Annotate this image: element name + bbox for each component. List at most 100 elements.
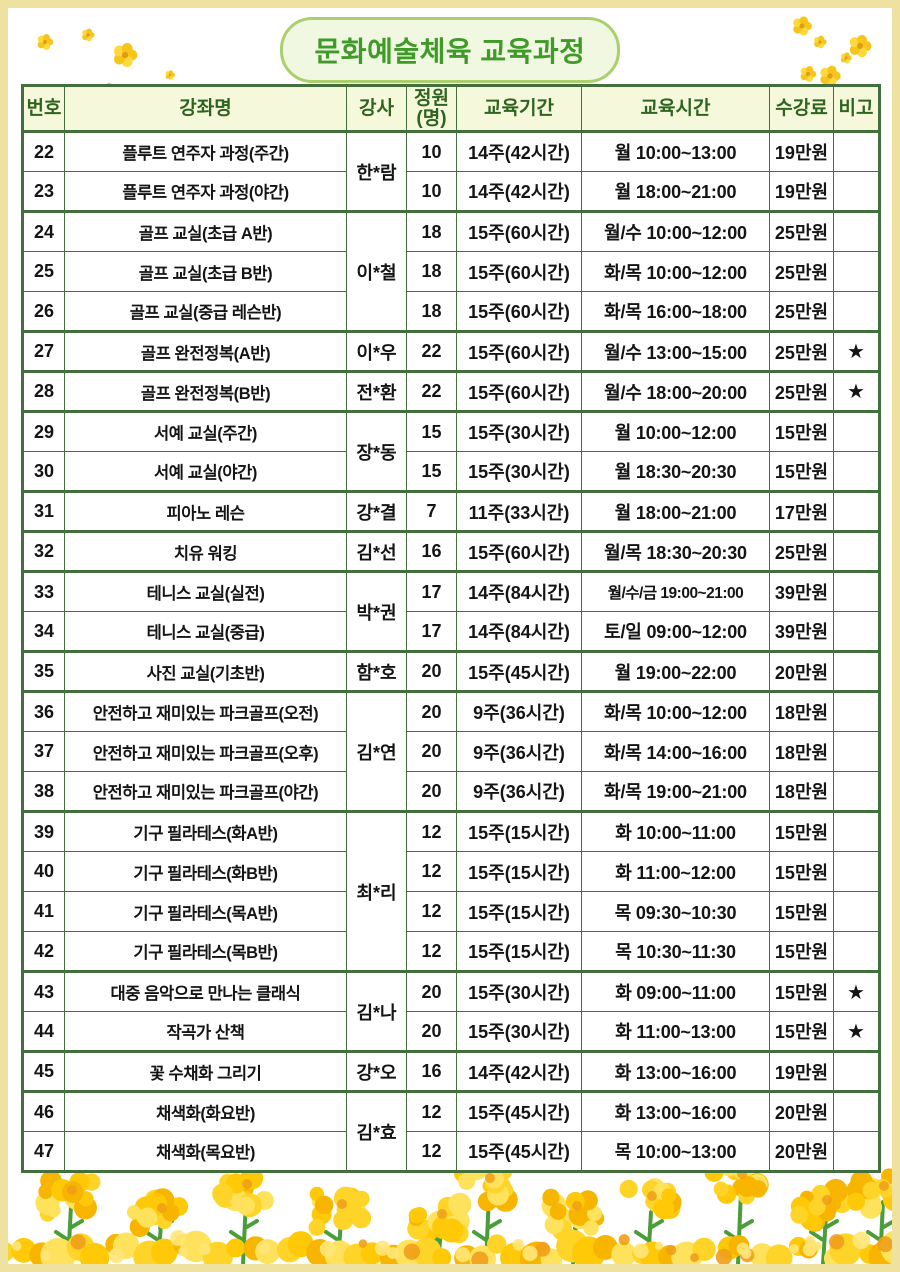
cell-course-name: 꽃 수채화 그리기 bbox=[64, 1050, 347, 1092]
cell-fee: 25만원 bbox=[769, 530, 834, 572]
cell-time: 월 18:00~21:00 bbox=[581, 171, 770, 212]
cell-capacity: 20 bbox=[406, 970, 457, 1012]
cell-instructor: 한*람 bbox=[346, 130, 407, 212]
cell-fee: 17만원 bbox=[769, 490, 834, 532]
table-row: 37 안전하고 재미있는 파크골프(오후) 20 9주(36시간) 화/목 14:00~… bbox=[22, 731, 880, 772]
cell-note-star bbox=[833, 891, 880, 932]
cell-number: 44 bbox=[22, 1011, 65, 1052]
cell-number: 37 bbox=[22, 731, 65, 772]
cell-fee: 25만원 bbox=[769, 251, 834, 292]
cell-note-star bbox=[833, 530, 880, 572]
cell-time: 월/수/금 19:00~21:00 bbox=[581, 570, 770, 612]
cell-period: 15주(60시간) bbox=[456, 291, 582, 332]
table-row: 28 골프 완전정복(B반) 전*환 22 15주(60시간) 월/수 18:00~20:… bbox=[22, 370, 880, 412]
cell-number: 23 bbox=[22, 171, 65, 212]
cell-instructor: 김*나 bbox=[346, 970, 407, 1052]
cell-course-name: 안전하고 재미있는 파크골프(야간) bbox=[64, 771, 347, 812]
cell-time: 화/목 10:00~12:00 bbox=[581, 251, 770, 292]
cell-period: 15주(30시간) bbox=[456, 1011, 582, 1052]
cell-fee: 15만원 bbox=[769, 851, 834, 892]
cell-course-name: 사진 교실(기초반) bbox=[64, 650, 347, 692]
cell-fee: 15만원 bbox=[769, 410, 834, 452]
table-row: 32 치유 워킹 김*선 16 15주(60시간) 월/목 18:30~20:30 25만원 bbox=[22, 530, 880, 572]
cell-period: 14주(84시간) bbox=[456, 570, 582, 612]
page-title: 문화예술체육 교육과정 bbox=[279, 17, 621, 83]
cell-period: 15주(45시간) bbox=[456, 1131, 582, 1172]
cell-instructor: 강*결 bbox=[346, 490, 407, 532]
table-row: 33 테니스 교실(실전) 박*권 17 14주(84시간) 월/수/금 19:00~21… bbox=[22, 570, 880, 652]
cell-instructor: 김*효 bbox=[346, 1090, 407, 1172]
cell-number: 47 bbox=[22, 1131, 65, 1172]
cell-period: 11주(33시간) bbox=[456, 490, 582, 532]
table-row: 24 골프 교실(초급 A반) 이*철 18 15주(60시간) 월/수 10:00~12… bbox=[22, 210, 880, 332]
cell-period: 15주(60시간) bbox=[456, 251, 582, 292]
table-row: 44 작곡가 산책 20 15주(30시간) 화 11:00~13:00 15만원 ★ bbox=[22, 1011, 880, 1052]
cell-capacity: 20 bbox=[406, 731, 457, 772]
col-header-period: 교육기간 bbox=[456, 85, 582, 133]
cell-fee: 20만원 bbox=[769, 650, 834, 692]
cell-fee: 39만원 bbox=[769, 570, 834, 612]
cell-fee: 15만원 bbox=[769, 1011, 834, 1052]
cell-instructor: 장*동 bbox=[346, 410, 407, 492]
table-row: 31 피아노 레슨 강*결 7 11주(33시간) 월 18:00~21:00 17만원 bbox=[22, 490, 880, 532]
cell-course-name: 골프 완전정복(A반) bbox=[64, 330, 347, 372]
cell-time: 화 13:00~16:00 bbox=[581, 1050, 770, 1092]
cell-number: 42 bbox=[22, 931, 65, 972]
cell-time: 월/수 18:00~20:00 bbox=[581, 370, 770, 412]
cell-fee: 18만원 bbox=[769, 771, 834, 812]
cell-capacity: 16 bbox=[406, 1050, 457, 1092]
cell-time: 월 18:00~21:00 bbox=[581, 490, 770, 532]
col-header-capacity: 정원 (명) bbox=[406, 85, 457, 133]
cell-time: 월 10:00~13:00 bbox=[581, 130, 770, 172]
canola-flower-field-icon bbox=[8, 1160, 892, 1264]
cell-course-name: 골프 교실(초급 A반) bbox=[64, 210, 347, 252]
cell-course-name: 기구 필라테스(목B반) bbox=[64, 931, 347, 972]
cell-number: 40 bbox=[22, 851, 65, 892]
col-header-time: 교육시간 bbox=[581, 85, 770, 133]
cell-note-star bbox=[833, 490, 880, 532]
col-header-course: 강좌명 bbox=[64, 85, 347, 133]
cell-time: 화/목 14:00~16:00 bbox=[581, 731, 770, 772]
cell-instructor: 이*철 bbox=[346, 210, 407, 332]
table-row: 35 사진 교실(기초반) 함*호 20 15주(45시간) 월 19:00~22:00 2… bbox=[22, 650, 880, 692]
cell-number: 26 bbox=[22, 291, 65, 332]
cell-fee: 25만원 bbox=[769, 210, 834, 252]
cell-number: 39 bbox=[22, 810, 65, 852]
course-table: 번호 강좌명 강사 정원 (명) 교육기간 교육시간 수강료 비고 22 플루트 … bbox=[21, 84, 881, 1173]
table-row: 41 기구 필라테스(목A반) 12 15주(15시간) 목 09:30~10:30 15… bbox=[22, 891, 880, 932]
cell-number: 32 bbox=[22, 530, 65, 572]
cell-note-star bbox=[833, 690, 880, 732]
cell-instructor: 김*선 bbox=[346, 530, 407, 572]
cell-number: 35 bbox=[22, 650, 65, 692]
cell-number: 28 bbox=[22, 370, 65, 412]
cell-time: 목 10:30~11:30 bbox=[581, 931, 770, 972]
cell-period: 15주(45시간) bbox=[456, 650, 582, 692]
table-row: 42 기구 필라테스(목B반) 12 15주(15시간) 목 10:30~11:30 15… bbox=[22, 931, 880, 972]
cell-course-name: 서예 교실(주간) bbox=[64, 410, 347, 452]
cell-period: 15주(15시간) bbox=[456, 931, 582, 972]
cell-course-name: 골프 교실(초급 B반) bbox=[64, 251, 347, 292]
cell-fee: 25만원 bbox=[769, 370, 834, 412]
col-header-fee: 수강료 bbox=[769, 85, 834, 133]
table-row: 23 플루트 연주자 과정(야간) 10 14주(42시간) 월 18:00~21:00… bbox=[22, 171, 880, 212]
cell-note-star bbox=[833, 731, 880, 772]
cell-time: 월/목 18:30~20:30 bbox=[581, 530, 770, 572]
col-header-note: 비고 bbox=[833, 85, 880, 133]
cell-time: 목 10:00~13:00 bbox=[581, 1131, 770, 1172]
col-header-instructor: 강사 bbox=[346, 85, 407, 133]
cell-time: 목 09:30~10:30 bbox=[581, 891, 770, 932]
cell-fee: 19만원 bbox=[769, 130, 834, 172]
cell-note-star: ★ bbox=[833, 330, 880, 372]
cell-course-name: 피아노 레슨 bbox=[64, 490, 347, 532]
cell-fee: 18만원 bbox=[769, 731, 834, 772]
cell-note-star bbox=[833, 771, 880, 812]
cell-time: 화 11:00~12:00 bbox=[581, 851, 770, 892]
cell-capacity: 20 bbox=[406, 650, 457, 692]
cell-instructor: 최*리 bbox=[346, 810, 407, 972]
cell-number: 30 bbox=[22, 451, 65, 492]
table-row: 27 골프 완전정복(A반) 이*우 22 15주(60시간) 월/수 13:00~15:… bbox=[22, 330, 880, 372]
cell-period: 14주(42시간) bbox=[456, 130, 582, 172]
cell-capacity: 20 bbox=[406, 1011, 457, 1052]
cell-note-star: ★ bbox=[833, 1011, 880, 1052]
cell-number: 27 bbox=[22, 330, 65, 372]
